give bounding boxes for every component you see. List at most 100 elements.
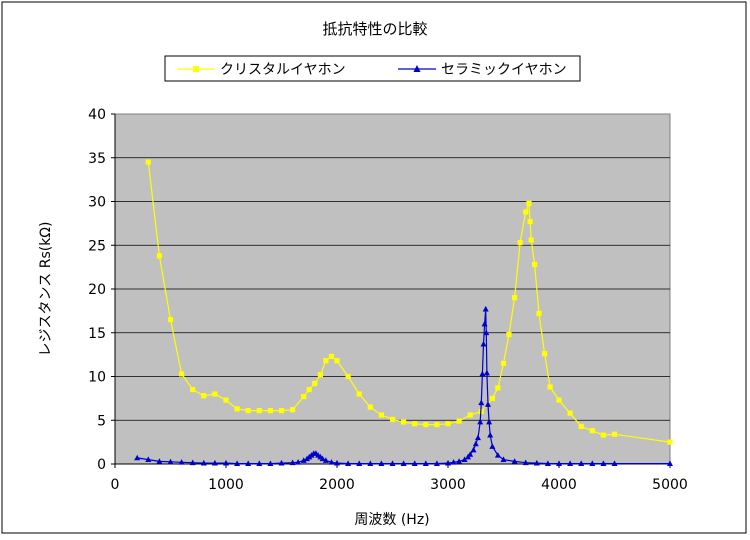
data-point-ceramic	[422, 460, 429, 466]
data-point-ceramic	[178, 459, 185, 465]
data-point-ceramic	[445, 459, 451, 466]
data-point-ceramic	[470, 446, 477, 453]
data-point-ceramic	[289, 459, 296, 466]
legend-marker-crystal	[193, 66, 199, 72]
data-point-crystal	[256, 408, 262, 414]
data-point-crystal	[500, 360, 507, 366]
data-point-crystal	[556, 397, 562, 403]
x-tick-label: 0	[111, 477, 120, 493]
data-point-crystal	[234, 406, 240, 412]
data-point-crystal	[456, 418, 462, 424]
data-point-crystal	[328, 353, 335, 359]
data-point-crystal	[267, 408, 273, 414]
y-tick-label: 20	[88, 282, 106, 298]
data-point-ceramic	[567, 460, 574, 466]
data-point-ceramic	[200, 459, 207, 466]
data-point-ceramic	[479, 370, 486, 377]
data-point-crystal	[506, 331, 512, 338]
data-point-crystal	[179, 371, 185, 377]
data-point-ceramic	[211, 459, 218, 466]
data-point-crystal	[323, 358, 329, 364]
data-point-ceramic	[667, 460, 673, 466]
y-tick-label: 0	[97, 457, 106, 473]
data-point-ceramic	[334, 459, 340, 466]
data-point-ceramic	[295, 459, 302, 465]
data-point-ceramic	[467, 451, 474, 457]
data-point-ceramic	[156, 458, 163, 464]
data-point-crystal	[667, 439, 673, 445]
data-point-crystal	[389, 416, 396, 422]
data-point-ceramic	[356, 460, 363, 466]
data-point-ceramic	[267, 460, 274, 466]
data-point-ceramic	[300, 457, 307, 463]
data-point-crystal	[434, 422, 440, 428]
data-point-crystal	[526, 200, 532, 206]
data-point-ceramic	[475, 434, 481, 441]
data-point-crystal	[528, 237, 534, 243]
data-point-ceramic	[278, 459, 285, 466]
data-point-ceramic	[611, 460, 618, 466]
data-point-crystal	[536, 310, 542, 317]
legend-marker-ceramic	[413, 65, 421, 72]
data-point-ceramic	[544, 460, 551, 466]
data-point-crystal	[156, 253, 162, 259]
data-point-ceramic	[486, 418, 493, 425]
data-point-crystal	[334, 358, 340, 364]
data-point-crystal	[527, 219, 533, 225]
legend-box: クリスタルイヤホン セラミックイヤホン	[164, 55, 581, 82]
data-point-ceramic	[450, 459, 457, 465]
y-tick-label: 5	[97, 413, 106, 429]
data-point-crystal	[317, 372, 323, 378]
data-point-crystal	[600, 432, 606, 438]
data-point-ceramic	[533, 459, 540, 466]
data-point-ceramic	[578, 460, 585, 466]
data-point-ceramic	[522, 459, 529, 466]
data-point-crystal	[145, 159, 151, 165]
data-point-ceramic	[400, 460, 407, 466]
data-point-ceramic	[367, 460, 374, 466]
data-point-ceramic	[322, 457, 329, 463]
data-point-ceramic	[378, 460, 385, 466]
data-point-ceramic	[234, 460, 241, 466]
data-point-ceramic	[480, 340, 487, 347]
x-axis-label: 周波数 (Hz)	[354, 512, 429, 528]
data-point-crystal	[201, 393, 207, 399]
data-point-crystal	[512, 295, 518, 301]
data-point-crystal	[367, 404, 373, 410]
legend-frame	[164, 55, 581, 82]
y-tick-label: 40	[88, 107, 106, 123]
data-point-ceramic	[345, 460, 352, 466]
data-point-ceramic	[487, 431, 494, 438]
data-point-ceramic	[256, 460, 263, 466]
data-point-crystal	[190, 387, 196, 393]
data-point-ceramic	[494, 452, 501, 458]
data-point-crystal	[489, 395, 495, 401]
data-point-ceramic	[389, 460, 396, 466]
data-point-crystal	[445, 421, 451, 427]
data-point-crystal	[412, 421, 418, 427]
data-point-ceramic	[411, 460, 418, 466]
data-point-crystal	[542, 351, 548, 357]
data-point-ceramic	[472, 440, 479, 447]
data-point-ceramic	[600, 460, 607, 466]
data-point-ceramic	[482, 305, 489, 312]
x-tick-label: 3000	[430, 477, 466, 493]
data-point-crystal	[523, 209, 529, 215]
y-tick-label: 35	[88, 151, 106, 167]
data-point-crystal	[245, 408, 251, 414]
data-point-crystal	[312, 380, 318, 387]
y-tick-label: 30	[88, 195, 106, 211]
data-point-crystal	[423, 422, 429, 428]
data-point-crystal	[589, 428, 595, 434]
data-point-ceramic	[589, 460, 596, 466]
y-axis-label: レジスタンス Rs(kΩ)	[38, 222, 54, 357]
data-point-ceramic	[328, 459, 335, 465]
data-point-ceramic	[189, 459, 196, 466]
data-point-ceramic	[477, 418, 484, 425]
data-point-ceramic	[167, 458, 174, 465]
data-point-crystal	[567, 410, 573, 416]
data-point-crystal	[517, 240, 523, 246]
y-tick-label: 25	[88, 238, 106, 254]
